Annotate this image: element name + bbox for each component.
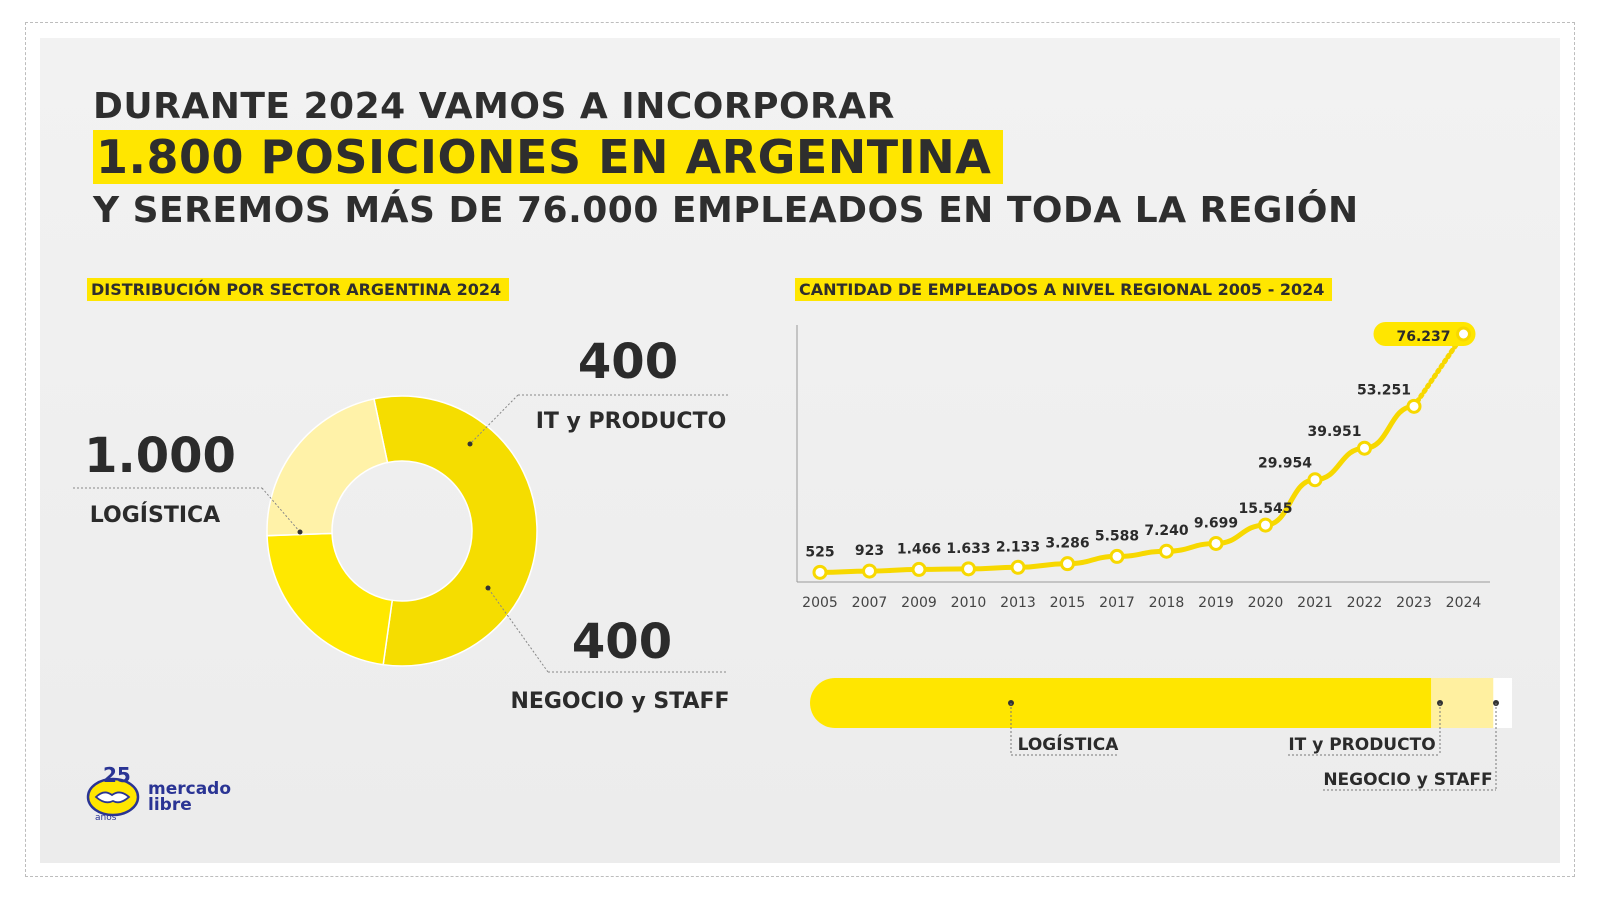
donut-slice-2: [266, 398, 389, 537]
x-tick-2017: 2017: [1099, 595, 1135, 611]
brand-line-1: mercado: [148, 779, 232, 799]
bar-staff-label: NEGOCIO y STAFF: [1323, 770, 1492, 790]
anniversary-number: 25: [103, 763, 131, 787]
line-point-2020: [1258, 517, 1273, 533]
x-tick-2018: 2018: [1149, 595, 1185, 611]
staff-category-label: NEGOCIO y STAFF: [510, 689, 729, 714]
line-data-label-2010: 1.633: [946, 541, 990, 557]
line-data-label-2007: 923: [855, 543, 884, 559]
x-tick-2013: 2013: [1000, 595, 1036, 611]
line-data-label-2022: 39.951: [1307, 424, 1361, 440]
line-point-2022: [1357, 440, 1372, 456]
x-tick-2015: 2015: [1050, 595, 1086, 611]
brand-wordmark: mercado libre: [148, 779, 232, 815]
line-data-label-2009: 1.466: [897, 541, 941, 557]
line-point-2010: [961, 561, 976, 577]
line-data-label-2017: 5.588: [1095, 528, 1139, 544]
line-point-2017: [1109, 548, 1125, 564]
bar-logistica-label: LOGÍSTICA: [1018, 733, 1120, 755]
bar-it-label: IT y PRODUCTO: [1288, 735, 1435, 755]
staff-leader-diag: [487, 587, 549, 673]
line-chart: 525 2005 923 2007 1.466 2009 1.633 2010 2.133 201…: [802, 322, 1481, 611]
line-point-2019: [1208, 535, 1224, 551]
logistica-category-label: LOGÍSTICA: [90, 502, 220, 528]
line-chart-title: CANTIDAD DE EMPLEADOS A NIVEL REGIONAL 2…: [795, 278, 1333, 301]
it-leader-dot: [467, 441, 473, 447]
line-data-label-2019: 9.699: [1194, 515, 1238, 531]
donut-chart-title: DISTRIBUCIÓN POR SECTOR ARGENTINA 2024: [87, 278, 510, 301]
stacked-bar-chart: [810, 678, 1512, 728]
x-tick-2010: 2010: [951, 595, 987, 611]
donut-slice-1: [266, 532, 394, 666]
stacked-bar-labels: LOGÍSTICA IT y PRODUCTO NEGOCIO y STAFF: [1010, 703, 1497, 791]
x-tick-2022: 2022: [1347, 595, 1383, 611]
headline-line-1: DURANTE 2024 VAMOS A INCORPORAR: [93, 86, 895, 127]
staff-leader-dot: [485, 585, 491, 591]
line-point-2023: [1406, 398, 1422, 414]
line-data-label-2015: 3.286: [1045, 536, 1089, 552]
mercadolibre-logo: 25 años: [86, 763, 140, 823]
line-series-projection: [1411, 331, 1466, 409]
logistica-leader-dot: [297, 529, 303, 535]
stacked-bar-segment-0-fill: [840, 678, 1432, 728]
line-data-label-2005: 525: [805, 544, 834, 560]
anniversary-word: años: [95, 813, 117, 823]
x-tick-2005: 2005: [802, 595, 838, 611]
staff-value-label: 400: [572, 614, 672, 670]
brand-line-2: libre: [148, 795, 192, 815]
line-data-label-2020: 15.545: [1238, 501, 1292, 517]
line-data-label-2013: 2.133: [996, 539, 1040, 555]
headline-highlight: 1.800 POSICIONES EN ARGENTINA: [93, 130, 1004, 184]
line-data-label-2024: 76.237: [1396, 329, 1450, 345]
headline-line-3: Y SEREMOS MÁS DE 76.000 EMPLEADOS EN TOD…: [93, 190, 1359, 231]
it-category-label: IT y PRODUCTO: [536, 409, 727, 434]
it-value-label: 400: [578, 334, 678, 390]
outer-frame: [25, 22, 1575, 877]
x-tick-2019: 2019: [1198, 595, 1234, 611]
line-point-2015: [1060, 556, 1075, 572]
handshake-hands-icon: [94, 791, 131, 804]
line-point-2024: [1456, 326, 1471, 342]
donut-chart: [266, 395, 538, 667]
line-data-label-2021: 29.954: [1258, 456, 1312, 472]
x-tick-2023: 2023: [1396, 595, 1432, 611]
x-tick-2021: 2021: [1297, 595, 1333, 611]
x-tick-2020: 2020: [1248, 595, 1284, 611]
line-point-2005: [812, 564, 828, 580]
headline-line-2: 1.800 POSICIONES EN ARGENTINA: [93, 130, 1004, 184]
donut-slice-0: [373, 395, 538, 667]
line-point-2013: [1010, 559, 1026, 575]
donut-callouts: 400 IT y PRODUCTO 1.000 LOGÍSTICA 400 NE…: [73, 334, 730, 714]
line-point-2007: [862, 563, 877, 579]
highlight-pill: [1373, 322, 1476, 346]
logistica-leader-diag: [261, 487, 301, 533]
line-point-2018: [1159, 543, 1174, 559]
x-tick-2007: 2007: [852, 595, 888, 611]
it-leader-diag: [469, 394, 519, 445]
logistica-value-label: 1.000: [84, 428, 236, 484]
line-data-label-2018: 7.240: [1144, 523, 1189, 539]
line-point-2021: [1307, 472, 1323, 488]
x-tick-2024: 2024: [1446, 595, 1482, 611]
stacked-bar-segment-2: [1493, 678, 1512, 728]
x-tick-2009: 2009: [901, 595, 937, 611]
line-data-label-2023: 53.251: [1357, 382, 1411, 398]
line-point-2009: [911, 561, 927, 577]
